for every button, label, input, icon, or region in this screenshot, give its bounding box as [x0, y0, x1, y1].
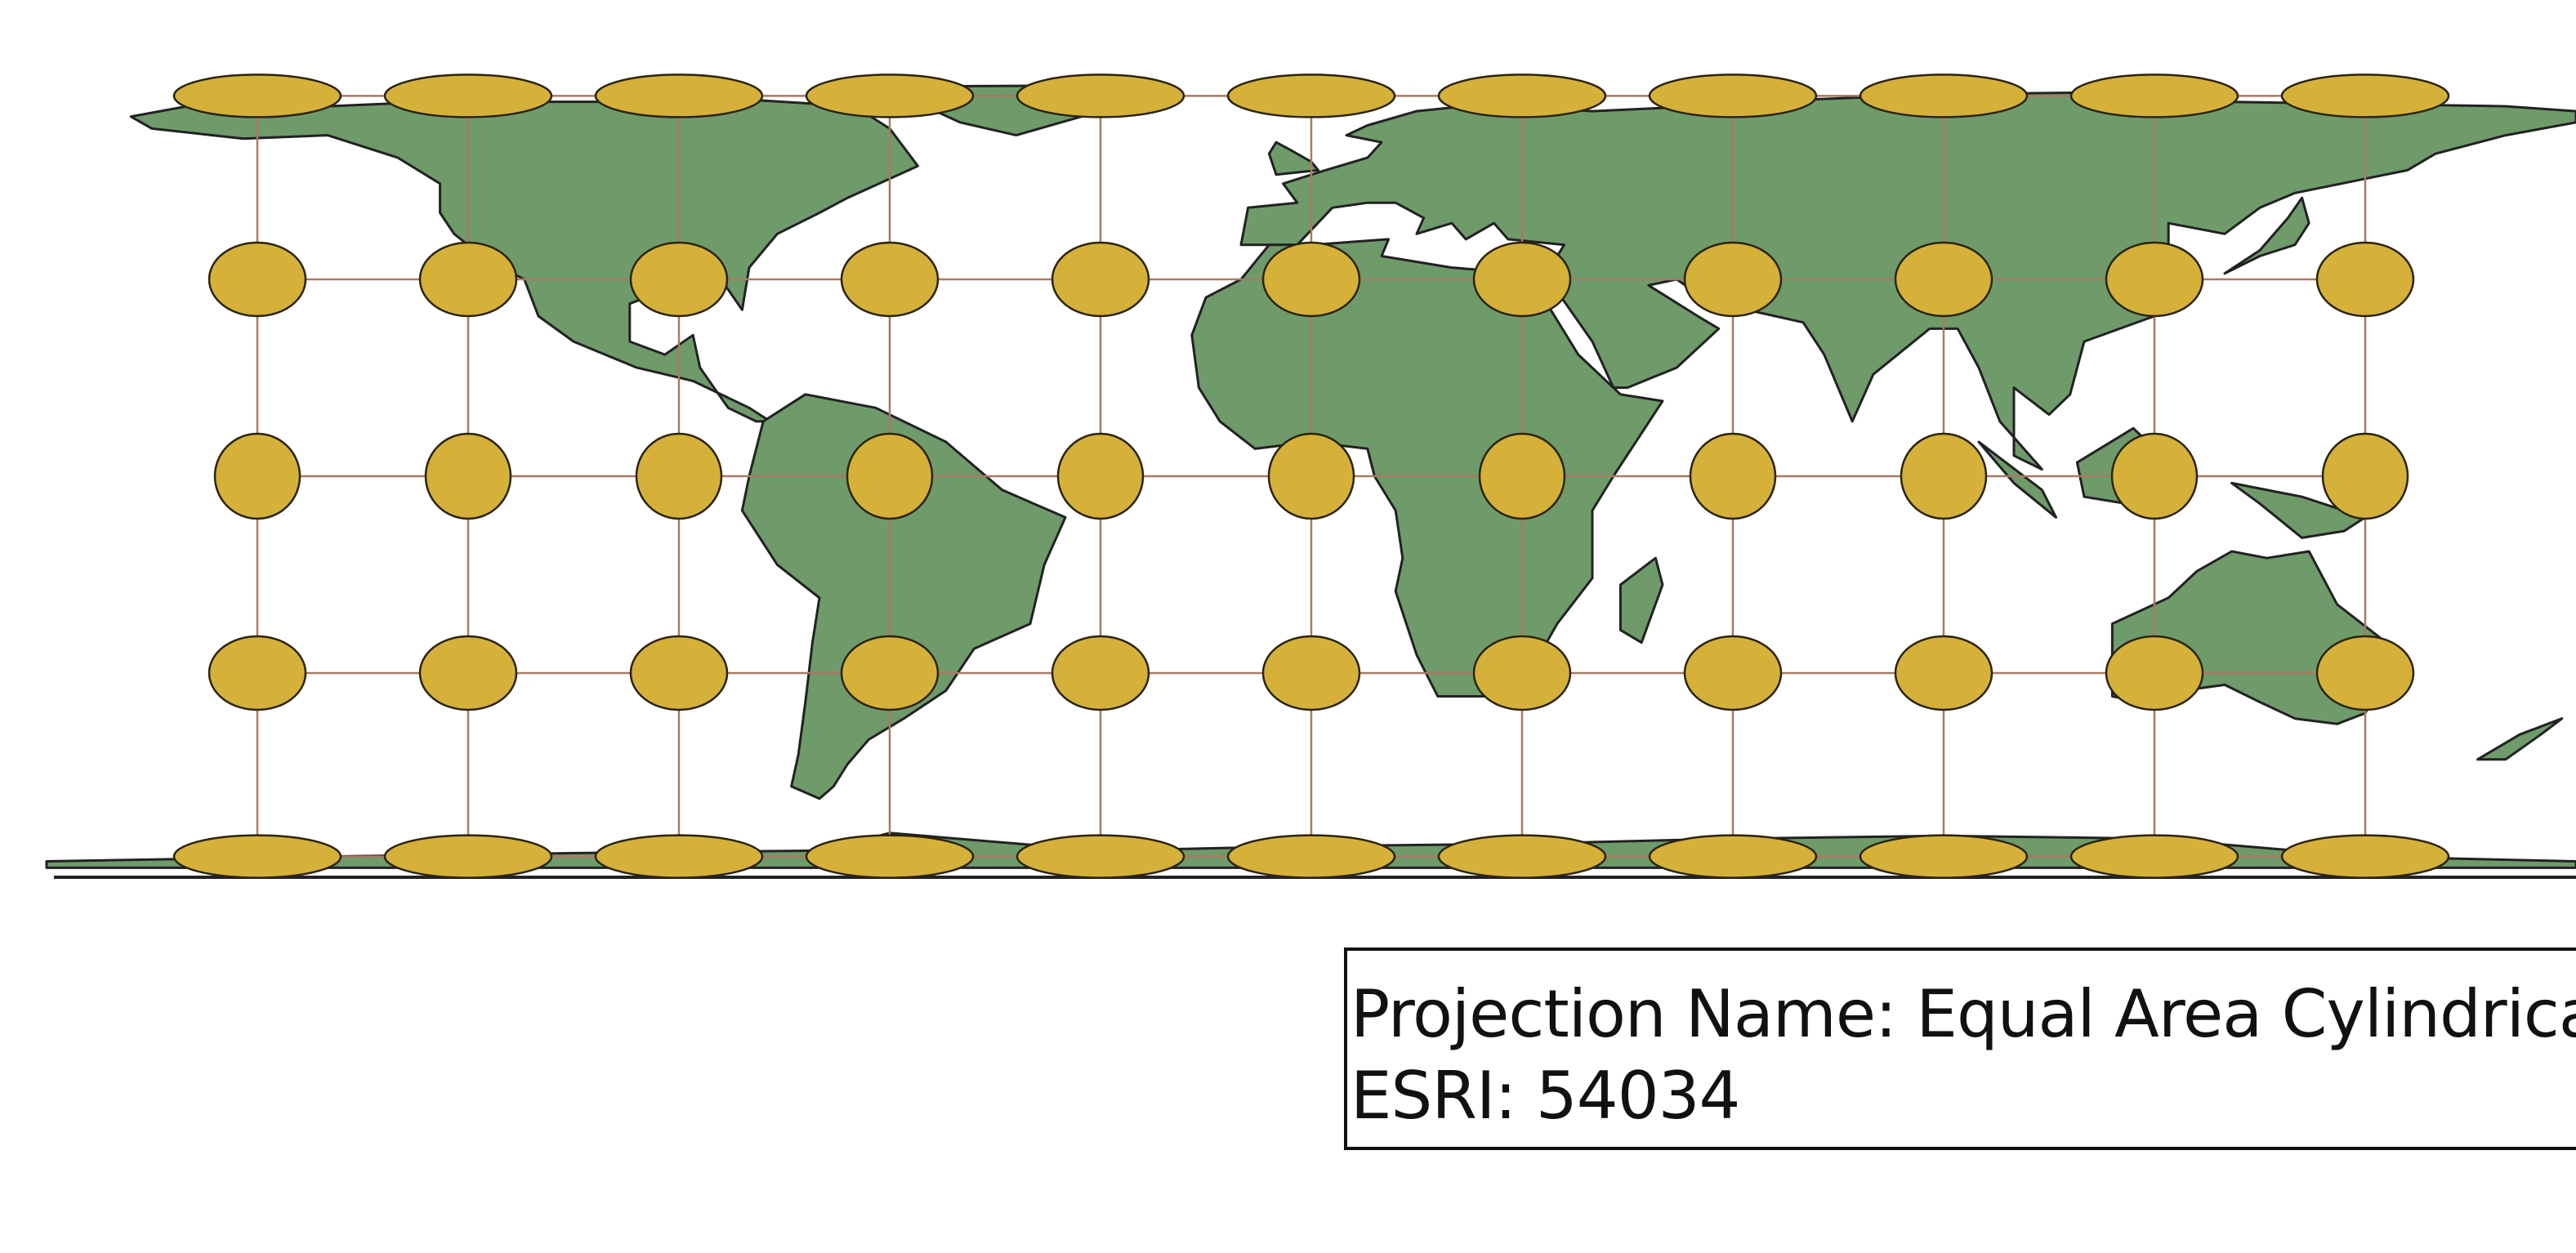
tissot-ellipse: [1683, 635, 1783, 711]
tissot-ellipse: [1261, 241, 1361, 318]
tissot-ellipse: [1226, 834, 1396, 879]
north-america-landmass: [129, 98, 919, 423]
south-america-landmass: [740, 393, 1067, 800]
tissot-ellipse: [2315, 241, 2415, 318]
tissot-ellipse: [1894, 635, 1993, 711]
tissot-ellipse: [594, 834, 764, 879]
tissot-ellipse: [1472, 635, 1572, 711]
tissot-ellipse: [1900, 432, 1988, 520]
tissot-ellipse: [2280, 834, 2450, 879]
tissot-ellipse: [2315, 635, 2415, 711]
tissot-ellipse: [1478, 432, 1566, 520]
africa-landmass: [1190, 238, 1664, 698]
tissot-ellipse: [418, 241, 518, 318]
tissot-ellipse: [1648, 834, 1818, 879]
esri-code-label: ESRI: 54034: [1351, 1058, 1740, 1134]
tissot-ellipse: [383, 834, 553, 879]
tissot-ellipse: [629, 241, 729, 318]
tissot-ellipse: [1051, 241, 1150, 318]
tissot-ellipse: [1859, 834, 2029, 879]
japan-landmass: [2223, 196, 2310, 275]
tissot-ellipse: [172, 834, 342, 879]
tissot-ellipse: [629, 635, 729, 711]
sumatra-landmass: [1977, 440, 2058, 519]
tissot-ellipse: [635, 432, 723, 520]
tissot-ellipse: [1683, 241, 1783, 318]
tissot-ellipse: [172, 74, 342, 118]
tissot-ellipse: [208, 635, 307, 711]
tissot-ellipse: [1437, 74, 1607, 118]
projection-info-box: Projection Name: Equal Area Cylindrical …: [1344, 948, 2576, 1150]
tissot-ellipse: [383, 74, 553, 118]
new-zealand-landmass: [2476, 717, 2564, 761]
tissot-ellipse-layer: [172, 74, 2450, 879]
tissot-ellipse: [1051, 635, 1150, 711]
tissot-ellipse: [418, 635, 518, 711]
tissot-ellipse: [213, 432, 301, 520]
tissot-ellipse: [1267, 432, 1355, 520]
tissot-ellipse: [2105, 241, 2204, 318]
tissot-ellipse: [1056, 432, 1145, 520]
tissot-ellipse: [2069, 834, 2239, 879]
tissot-ellipse: [1261, 635, 1361, 711]
tissot-ellipse: [840, 635, 940, 711]
tissot-ellipse: [1472, 241, 1572, 318]
tissot-ellipse: [846, 432, 934, 520]
new-guinea-landmass: [2230, 481, 2367, 539]
tissot-ellipse: [1689, 432, 1777, 520]
tissot-ellipse: [2105, 635, 2204, 711]
tissot-ellipse: [805, 834, 975, 879]
projection-name-label: Projection Name: Equal Area Cylindrical: [1351, 976, 2576, 1052]
tissot-ellipse: [2280, 74, 2450, 118]
tissot-ellipse: [1894, 241, 1993, 318]
tissot-ellipse: [1648, 74, 1818, 118]
tissot-ellipse: [2110, 432, 2199, 520]
tissot-ellipse: [840, 241, 940, 318]
tissot-ellipse: [805, 74, 975, 118]
tissot-ellipse: [1226, 74, 1396, 118]
tissot-ellipse: [1016, 834, 1185, 879]
tissot-ellipse: [1859, 74, 2029, 118]
tissot-ellipse: [594, 74, 764, 118]
madagascar-landmass: [1618, 556, 1664, 644]
tissot-ellipse: [208, 241, 307, 318]
tissot-ellipse: [424, 432, 512, 520]
tissot-ellipse: [2069, 74, 2239, 118]
great-britain-landmass: [1267, 140, 1320, 176]
tissot-ellipse: [1437, 834, 1607, 879]
tissot-ellipse: [2321, 432, 2409, 520]
tissot-ellipse: [1016, 74, 1185, 118]
